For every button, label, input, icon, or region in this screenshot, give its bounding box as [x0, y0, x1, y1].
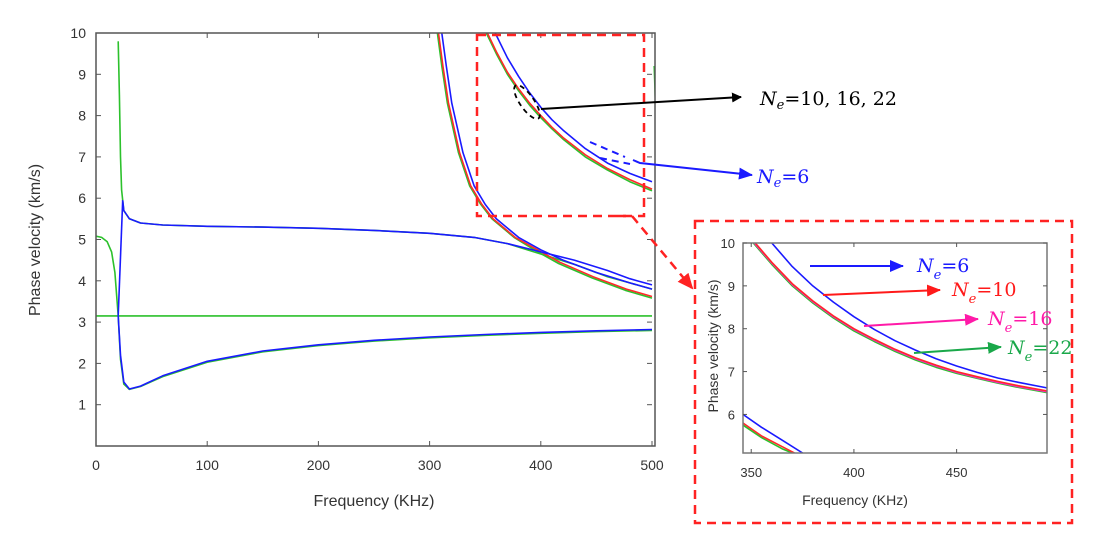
series-line-ne-10	[754, 243, 1047, 392]
y-tick-label: 10	[721, 236, 735, 251]
series-line-ne-10	[743, 422, 795, 453]
series-line-ne-10	[437, 33, 653, 298]
zoom-region-box	[475, 33, 646, 218]
y-tick-label: 9	[78, 66, 86, 82]
inset-axes-frame	[742, 242, 1048, 454]
main-ticks	[95, 32, 653, 446]
series-line-ne-6	[771, 243, 1047, 389]
y-tick-label: 5	[78, 232, 86, 248]
main-y-axis-label: Phase velocity (km/s)	[27, 164, 44, 316]
ne-symbol: N	[987, 308, 1006, 330]
series-line-ne-6	[743, 413, 804, 453]
x-tick-label: 200	[307, 457, 331, 473]
inset-ne-10-arrow	[822, 284, 941, 297]
x-tick-label: 350	[740, 465, 762, 480]
ne-subscript: e	[774, 176, 782, 191]
x-tick-label: 450	[946, 465, 968, 480]
ne-value: =10	[976, 279, 1016, 301]
ne-subscript: e	[1025, 350, 1033, 365]
y-tick-label: 8	[728, 322, 735, 337]
ne-subscript: e	[777, 98, 785, 113]
ne-6-callout-arrow	[632, 159, 753, 180]
zoom-connector-arrow	[617, 214, 694, 290]
ne-subscript: e	[934, 268, 942, 283]
y-tick-label: 7	[728, 365, 735, 380]
series-line-ne-22	[117, 41, 653, 290]
ne-value: =6	[941, 255, 969, 277]
series-line-ne-22	[743, 424, 793, 453]
inset-ne-16-label: Ne=16	[987, 308, 1052, 336]
main-axes-frame	[95, 32, 656, 447]
inset-y-tick-labels: 6 7 8 9 10	[721, 236, 735, 422]
inset-x-tick-labels: 350 400 450	[740, 465, 967, 480]
series-line-ne-6	[494, 33, 653, 183]
x-tick-label: 300	[418, 457, 442, 473]
x-tick-label: 500	[640, 457, 664, 473]
ne-symbol: N	[916, 255, 935, 277]
y-tick-label: 7	[78, 149, 86, 165]
inset-chart: 350 400 450 6 7 8 9 10 Frequency (KHz) Phase v…	[705, 236, 1072, 508]
inset-ne-6-label: Ne=6	[916, 255, 969, 283]
ne-subscript: e	[1005, 321, 1013, 336]
y-tick-label: 8	[78, 108, 86, 124]
y-tick-label: 9	[728, 279, 735, 294]
ne-symbol: N	[759, 88, 778, 110]
ne-6-label: Ne=6	[756, 166, 809, 191]
main-chart: 0 100 200 300 400 500 1 2 3 4 5 6 7 8 9 10 Frequency (…	[27, 25, 664, 510]
ne-10-16-22-label: Ne=10, 16, 22	[759, 88, 897, 113]
y-tick-label: 10	[70, 25, 86, 41]
ne-6-highlight-dashes	[589, 141, 631, 165]
inset-series-group	[743, 243, 1047, 453]
y-tick-label: 2	[78, 355, 86, 371]
ne-symbol: N	[1007, 337, 1026, 359]
x-tick-label: 400	[843, 465, 865, 480]
main-x-axis-label: Frequency (KHz)	[314, 493, 435, 510]
y-tick-label: 4	[78, 273, 86, 289]
series-line-ne-6	[117, 200, 124, 316]
ne-10-16-22-callout-arrow	[540, 92, 742, 110]
x-tick-label: 400	[529, 457, 553, 473]
series-line-ne-22	[436, 33, 653, 299]
inset-x-axis-label: Frequency (KHz)	[802, 492, 908, 508]
inset-ne-10-label: Ne=10	[951, 279, 1016, 307]
ne-value: =6	[781, 166, 809, 188]
ne-symbol: N	[756, 166, 775, 188]
series-line-ne-10	[486, 33, 653, 190]
inset-ne-16-arrow	[863, 313, 979, 327]
inset-ticks	[743, 242, 1047, 453]
series-line-ne-22	[117, 315, 653, 391]
ne-subscript: e	[969, 292, 977, 307]
series-line-ne-6	[121, 200, 653, 286]
y-tick-label: 3	[78, 314, 86, 330]
series-line-ne-22	[96, 235, 119, 316]
main-series-group	[96, 33, 655, 391]
ne-value: =16	[1012, 308, 1052, 330]
series-line-ne-22	[485, 33, 653, 192]
y-tick-label: 6	[78, 190, 86, 206]
ne-symbol: N	[951, 279, 970, 301]
ne-value: =22	[1032, 337, 1072, 359]
x-tick-label: 0	[92, 457, 100, 473]
inset-y-axis-label: Phase velocity (km/s)	[705, 279, 721, 412]
series-line-ne-6	[441, 33, 653, 290]
y-tick-label: 1	[78, 397, 86, 413]
ne-value: =10, 16, 22	[784, 88, 897, 110]
ne-10-16-22-highlight-ellipse	[513, 84, 541, 120]
x-tick-label: 100	[196, 457, 220, 473]
y-tick-label: 6	[728, 407, 735, 422]
main-y-tick-labels: 1 2 3 4 5 6 7 8 9 10	[70, 25, 86, 413]
inset-ne-22-arrow	[913, 341, 1002, 354]
inset-frame	[693, 219, 1074, 525]
inset-ne-22-label: Ne=22	[1007, 337, 1072, 365]
series-line-ne-6	[117, 315, 653, 390]
main-x-tick-labels: 0 100 200 300 400 500	[92, 457, 664, 473]
